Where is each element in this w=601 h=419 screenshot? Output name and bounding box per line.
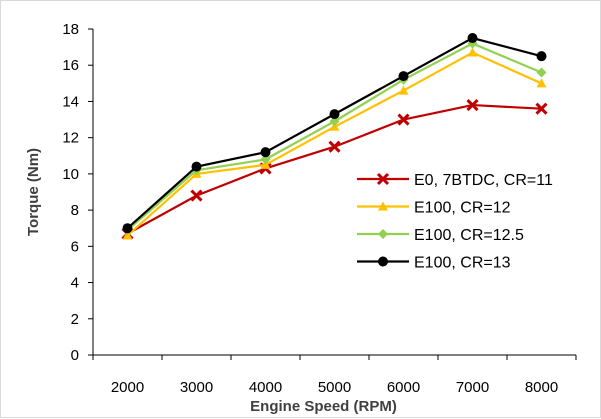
- data-point: [328, 140, 341, 153]
- y-ticks: 0 2 4 6 8 10 12 14 16 18: [62, 21, 93, 364]
- series-lines: [121, 33, 548, 240]
- x-tick-label: 8000: [525, 379, 558, 396]
- data-point: [191, 161, 202, 172]
- data-point: [398, 71, 409, 82]
- series-4: [122, 33, 547, 234]
- legend-item: E0, 7BTDC, CR=11: [357, 172, 553, 189]
- y-tick-label: 2: [71, 311, 79, 328]
- legend-label: E100, CR=12: [414, 200, 511, 217]
- data-point: [398, 85, 409, 95]
- x-tick-label: 3000: [180, 379, 213, 396]
- data-point: [260, 147, 271, 158]
- data-point: [536, 67, 547, 78]
- legend-marker: [378, 201, 388, 211]
- x-tick-label: 4000: [249, 379, 282, 396]
- y-tick-label: 14: [62, 93, 79, 110]
- legend-label: E100, CR=12.5: [414, 227, 524, 244]
- data-point: [536, 51, 547, 62]
- legend-item: E100, CR=12: [357, 200, 511, 217]
- x-ticks: 2000 3000 4000 5000 6000 7000 8000: [92, 355, 577, 396]
- legend-marker: [376, 172, 390, 186]
- legend-item: E100, CR=12.5: [357, 227, 524, 244]
- legend-label: E0, 7BTDC, CR=11: [414, 172, 553, 189]
- y-tick-label: 6: [71, 238, 79, 255]
- legend-label: E100, CR=13: [414, 255, 511, 272]
- data-point: [536, 78, 547, 88]
- x-tick-label: 7000: [456, 379, 489, 396]
- data-point: [535, 102, 548, 115]
- x-tick-label: 5000: [318, 379, 351, 396]
- data-point: [190, 189, 203, 202]
- x-axis-title: Engine Speed (RPM): [250, 398, 397, 415]
- data-point: [260, 154, 271, 165]
- axes: [92, 29, 576, 356]
- data-point: [122, 223, 133, 234]
- y-tick-label: 12: [62, 130, 79, 147]
- data-point: [467, 33, 478, 44]
- legend: E0, 7BTDC, CR=11 E100, CR=12 E100, CR=12.5…: [357, 172, 553, 272]
- data-point: [329, 116, 340, 127]
- data-point: [466, 99, 479, 112]
- data-point: [467, 47, 478, 57]
- x-tick-label: 6000: [387, 379, 420, 396]
- legend-item: E100, CR=13: [357, 255, 511, 272]
- y-tick-label: 0: [71, 347, 79, 364]
- y-tick-label: 18: [62, 21, 79, 38]
- data-point: [329, 109, 340, 120]
- y-tick-label: 8: [71, 202, 79, 219]
- data-point: [397, 113, 410, 126]
- y-tick-label: 4: [71, 275, 79, 292]
- legend-marker: [378, 229, 388, 239]
- y-tick-label: 10: [62, 166, 79, 183]
- y-axis-title: Torque (Nm): [25, 148, 42, 236]
- x-tick-label: 2000: [111, 379, 144, 396]
- legend-marker: [378, 256, 388, 267]
- y-tick-label: 16: [62, 57, 79, 74]
